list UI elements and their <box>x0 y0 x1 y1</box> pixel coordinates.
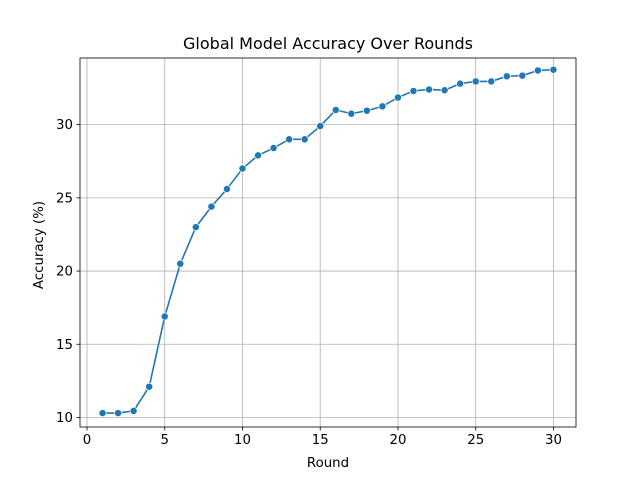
data-point <box>160 312 169 321</box>
y-tick-label: 25 <box>56 191 73 206</box>
data-point <box>254 151 262 160</box>
data-point <box>362 106 371 115</box>
data-point <box>487 77 496 86</box>
data-point <box>456 79 465 88</box>
data-point <box>222 185 231 194</box>
data-point <box>394 93 402 102</box>
data-point <box>471 77 480 86</box>
data-point <box>129 406 138 415</box>
data-point <box>502 72 511 81</box>
data-point <box>300 135 309 144</box>
y-tick-label: 20 <box>56 265 73 280</box>
data-point <box>207 202 216 211</box>
data-point <box>518 71 527 80</box>
x-axis-label: Round <box>307 456 349 471</box>
x-tick-label: 5 <box>160 433 168 448</box>
x-tick-label: 10 <box>234 433 251 448</box>
data-point <box>549 65 558 74</box>
data-point <box>145 382 154 391</box>
data-point <box>347 109 356 118</box>
data-point <box>409 86 418 95</box>
x-tick-label: 25 <box>467 433 484 448</box>
chart-title: Global Model Accuracy Over Rounds <box>183 34 473 53</box>
x-tick-label: 20 <box>389 433 406 448</box>
data-point <box>176 259 185 268</box>
y-tick-label: 30 <box>56 118 73 133</box>
x-tick-label: 0 <box>83 433 91 448</box>
y-tick-label: 10 <box>56 411 73 426</box>
x-tick-label: 30 <box>545 433 562 448</box>
grid <box>80 58 576 427</box>
data-point <box>285 135 294 144</box>
x-tick-label: 15 <box>312 433 329 448</box>
data-point <box>440 86 449 95</box>
data-point <box>98 409 107 418</box>
data-point <box>533 66 542 75</box>
y-axis-label: Accuracy (%) <box>32 201 47 289</box>
data-point <box>269 144 278 153</box>
data-point <box>191 223 200 232</box>
data-point <box>378 102 387 111</box>
data-point <box>316 122 325 131</box>
y-tick-label: 15 <box>56 338 73 353</box>
data-point <box>114 409 123 418</box>
data-point <box>331 106 340 114</box>
axis-ticks: 0 5 10 15 20 25 30 10 15 20 25 30 <box>56 118 562 448</box>
data-point <box>425 85 434 94</box>
data-series <box>98 65 558 418</box>
plot-frame <box>79 57 577 428</box>
data-point <box>238 164 247 173</box>
